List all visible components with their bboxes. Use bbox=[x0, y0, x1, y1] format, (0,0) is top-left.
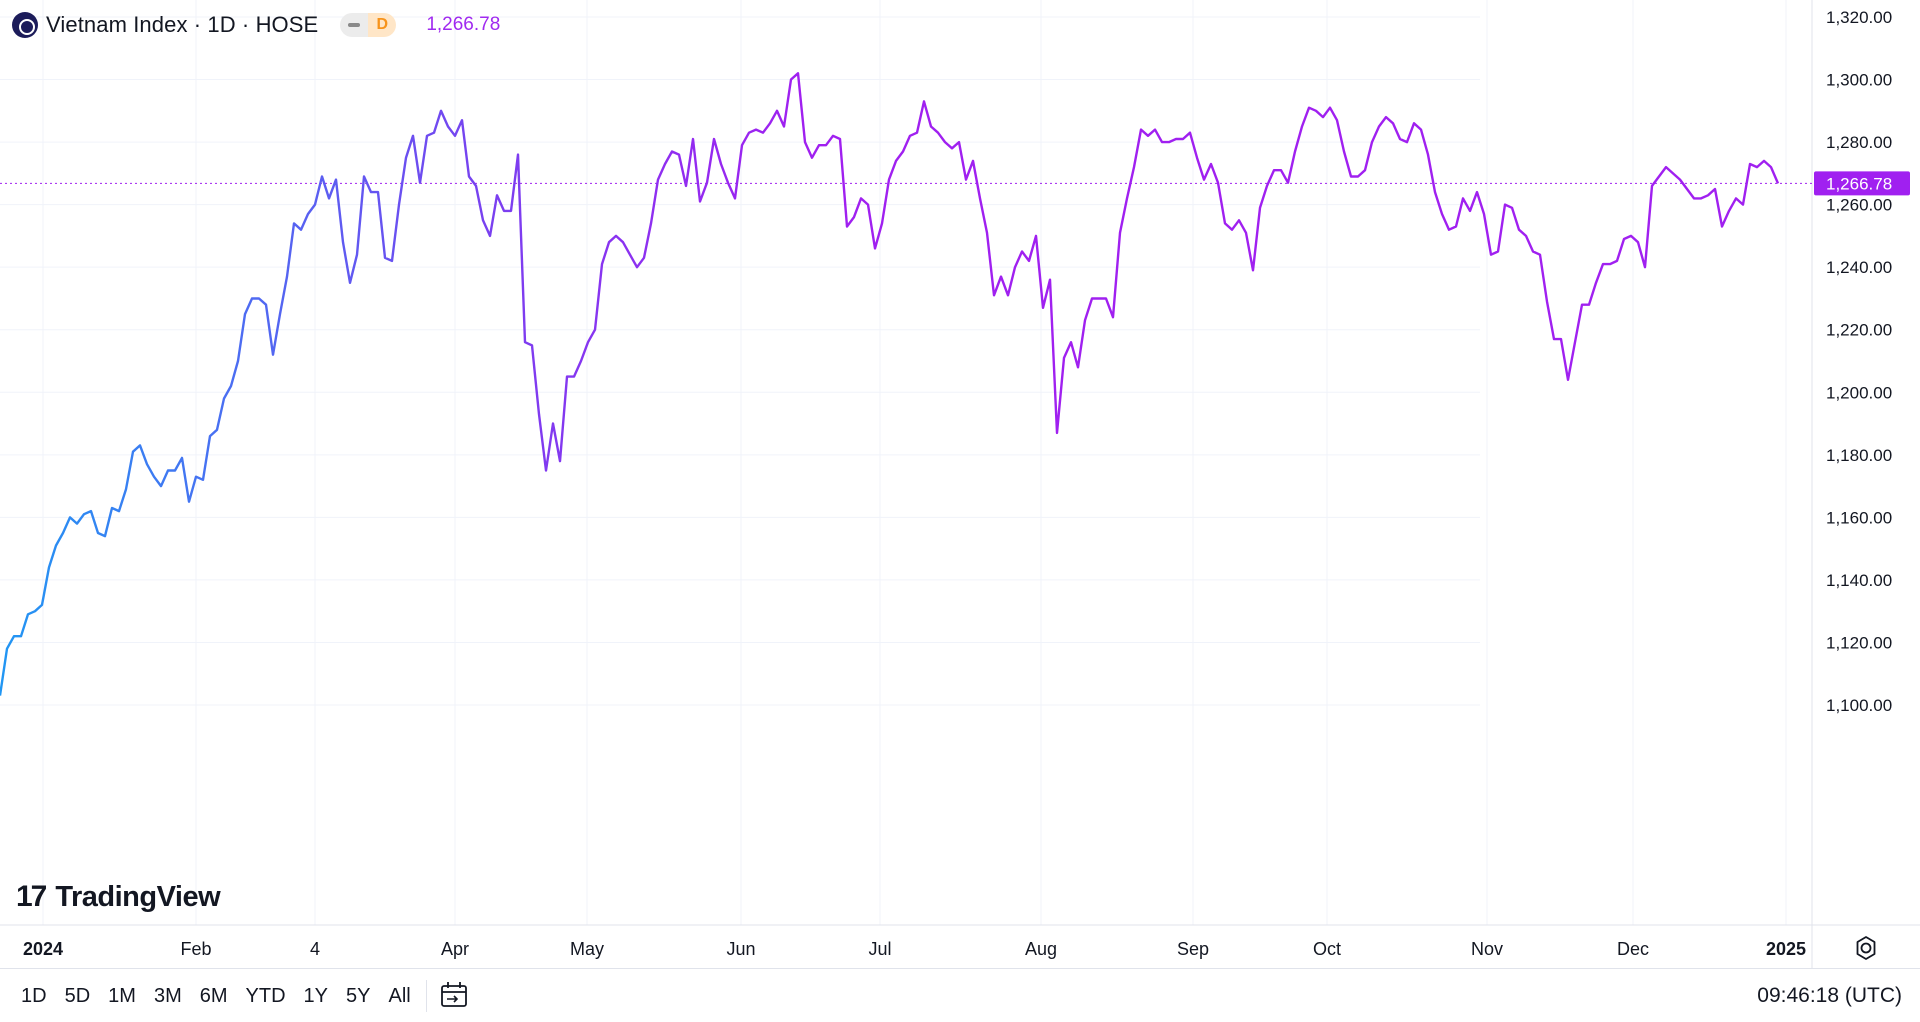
range-3m-button[interactable]: 3M bbox=[153, 985, 182, 1007]
chart-grid bbox=[0, 0, 1920, 968]
calendar-range-icon[interactable] bbox=[437, 976, 471, 1016]
y-tick-label: 1,220.00 bbox=[1826, 321, 1892, 340]
bottom-toolbar: 1D 5D 1M 3M 6M YTD 1Y 5Y All 09:46:18 (U… bbox=[0, 968, 1920, 1022]
last-value-label: 1,266.78 bbox=[426, 14, 501, 35]
x-tick-label: Nov bbox=[1471, 939, 1503, 959]
x-tick-label: Jul bbox=[868, 939, 891, 959]
range-all-button[interactable]: All bbox=[388, 985, 411, 1007]
x-tick-label: 2024 bbox=[23, 939, 63, 959]
range-1d-button[interactable]: 1D bbox=[21, 985, 47, 1007]
range-5d-button[interactable]: 5D bbox=[64, 985, 91, 1007]
x-tick-label: Apr bbox=[441, 939, 469, 959]
x-tick-label: 2025 bbox=[1766, 939, 1806, 959]
y-tick-label: 1,200.00 bbox=[1826, 383, 1892, 402]
y-tick-label: 1,260.00 bbox=[1826, 196, 1892, 215]
minus-icon bbox=[340, 13, 369, 37]
y-tick-label: 1,180.00 bbox=[1826, 446, 1892, 465]
x-tick-label: Sep bbox=[1177, 939, 1209, 959]
x-tick-label: Dec bbox=[1617, 939, 1649, 959]
y-tick-label: 1,160.00 bbox=[1826, 508, 1892, 527]
y-tick-label: 1,100.00 bbox=[1826, 696, 1892, 715]
y-tick-label: 1,320.00 bbox=[1826, 8, 1892, 27]
y-tick-label: 1,140.00 bbox=[1826, 571, 1892, 590]
tradingview-logo[interactable]: 17 TradingView bbox=[16, 880, 221, 914]
range-6m-button[interactable]: 6M bbox=[199, 985, 228, 1007]
range-5y-button[interactable]: 5Y bbox=[346, 985, 371, 1007]
series-line bbox=[0, 72, 1780, 696]
range-ytd-button[interactable]: YTD bbox=[245, 985, 286, 1007]
time-axis[interactable]: 2024 Feb 4 Apr May Jun Jul Aug Sep Oct Nov Dec 2025 bbox=[23, 939, 1806, 959]
tradingview-wordmark: TradingView bbox=[55, 880, 221, 913]
last-price-tag bbox=[1814, 171, 1910, 196]
range-1y-button[interactable]: 1Y bbox=[303, 985, 329, 1007]
last-price-tag-label: 1,266.78 bbox=[1826, 174, 1892, 193]
symbol-title[interactable]: Vietnam Index · 1D · HOSE bbox=[46, 12, 319, 37]
x-tick-label: Jun bbox=[726, 939, 755, 959]
y-tick-label: 1,120.00 bbox=[1826, 633, 1892, 652]
delayed-badge: D bbox=[368, 13, 397, 37]
x-tick-label: May bbox=[570, 939, 604, 959]
data-status-badge[interactable]: D bbox=[340, 13, 397, 37]
x-tick-label: Aug bbox=[1025, 939, 1057, 959]
utc-clock[interactable]: 09:46:18 (UTC) bbox=[1757, 984, 1902, 1007]
x-tick-label: 4 bbox=[310, 939, 320, 959]
range-1m-button[interactable]: 1M bbox=[108, 985, 136, 1007]
x-tick-label: Oct bbox=[1313, 939, 1341, 959]
range-selector: 1D 5D 1M 3M 6M YTD 1Y 5Y All bbox=[12, 969, 471, 1022]
x-tick-label: Feb bbox=[180, 939, 211, 959]
settings-gear-icon[interactable] bbox=[1852, 934, 1880, 962]
tradingview-mark-icon: 17 bbox=[16, 880, 47, 913]
y-tick-label: 1,280.00 bbox=[1826, 133, 1892, 152]
y-tick-label: 1,240.00 bbox=[1826, 258, 1892, 277]
exchange-logo-icon bbox=[12, 12, 38, 38]
price-axis[interactable]: 1,100.00 1,120.00 1,140.00 1,160.00 1,180.00… bbox=[1826, 8, 1892, 715]
toolbar-divider bbox=[425, 980, 427, 1012]
chart-legend[interactable]: Vietnam Index · 1D · HOSE D 1,266.78 bbox=[12, 10, 500, 40]
y-tick-label: 1,300.00 bbox=[1826, 71, 1892, 90]
